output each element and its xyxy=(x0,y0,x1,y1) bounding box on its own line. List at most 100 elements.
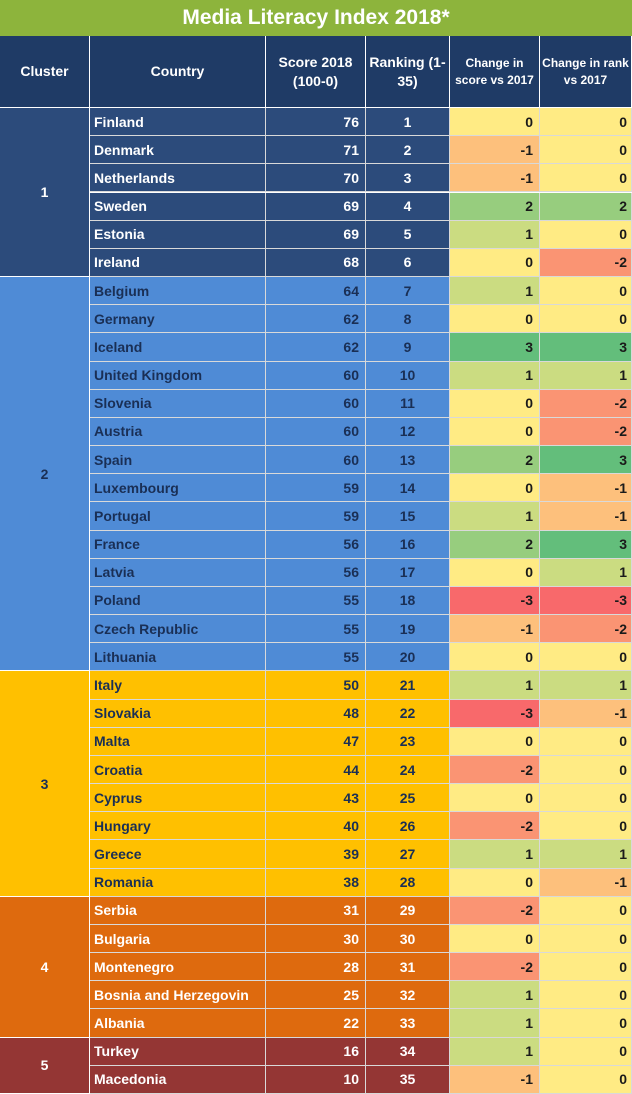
ranking-cell: 35 xyxy=(366,1065,450,1094)
rank-change-cell: 0 xyxy=(540,1037,632,1066)
score-change-cell: -1 xyxy=(450,164,540,193)
ranking-cell: 17 xyxy=(366,558,450,587)
ranking-cell: 27 xyxy=(366,840,450,869)
country-cell: Slovenia xyxy=(90,389,266,418)
score-change-cell: 1 xyxy=(450,1009,540,1038)
score-cell: 56 xyxy=(266,558,366,587)
rank-change-cell: 1 xyxy=(540,361,632,390)
ranking-cell: 1 xyxy=(366,108,450,137)
score-cell: 64 xyxy=(266,277,366,306)
ranking-cell: 30 xyxy=(366,924,450,954)
rank-change-cell: -1 xyxy=(540,699,632,728)
country-cell: Latvia xyxy=(90,558,266,587)
country-cell: Estonia xyxy=(90,220,266,249)
country-cell: Spain xyxy=(90,446,266,475)
ranking-cell: 25 xyxy=(366,784,450,813)
score-change-cell: 0 xyxy=(450,389,540,418)
country-cell: Portugal xyxy=(90,502,266,531)
score-change-cell: 0 xyxy=(450,558,540,587)
country-cell: Austria xyxy=(90,417,266,447)
score-change-cell: 2 xyxy=(450,192,540,221)
score-cell: 55 xyxy=(266,643,366,672)
country-cell: Luxembourg xyxy=(90,474,266,503)
score-cell: 48 xyxy=(266,699,366,728)
score-change-cell: 1 xyxy=(450,220,540,249)
rank-change-cell: 3 xyxy=(540,333,632,362)
country-cell: Denmark xyxy=(90,136,266,165)
ranking-cell: 3 xyxy=(366,164,450,193)
country-cell: Macedonia xyxy=(90,1065,266,1094)
rank-change-cell: 0 xyxy=(540,755,632,785)
score-cell: 31 xyxy=(266,896,366,925)
score-change-cell: -3 xyxy=(450,699,540,728)
country-cell: Turkey xyxy=(90,1037,266,1066)
ranking-cell: 29 xyxy=(366,896,450,925)
ranking-cell: 12 xyxy=(366,417,450,447)
country-cell: Bulgaria xyxy=(90,924,266,954)
score-cell: 39 xyxy=(266,840,366,869)
score-cell: 55 xyxy=(266,615,366,644)
ranking-cell: 18 xyxy=(366,586,450,616)
rank-change-cell: 1 xyxy=(540,840,632,869)
score-cell: 47 xyxy=(266,727,366,756)
score-change-cell: -1 xyxy=(450,136,540,165)
score-change-cell: 2 xyxy=(450,530,540,559)
country-cell: Montenegro xyxy=(90,953,266,982)
ranking-cell: 4 xyxy=(366,192,450,221)
country-cell: United Kingdom xyxy=(90,361,266,390)
country-cell: Germany xyxy=(90,305,266,334)
score-cell: 76 xyxy=(266,108,366,137)
rank-change-cell: 1 xyxy=(540,558,632,587)
ranking-cell: 21 xyxy=(366,671,450,700)
score-cell: 40 xyxy=(266,812,366,841)
country-cell: Finland xyxy=(90,108,266,137)
score-change-cell: -1 xyxy=(450,1065,540,1094)
ranking-cell: 13 xyxy=(366,446,450,475)
ranking-cell: 34 xyxy=(366,1037,450,1066)
header-cell: Country xyxy=(90,36,266,108)
ranking-cell: 5 xyxy=(366,220,450,249)
rank-change-cell: 0 xyxy=(540,305,632,334)
score-change-cell: 2 xyxy=(450,446,540,475)
rank-change-cell: 2 xyxy=(540,192,632,221)
ranking-cell: 11 xyxy=(366,389,450,418)
rank-change-cell: 0 xyxy=(540,108,632,137)
ranking-cell: 15 xyxy=(366,502,450,531)
score-cell: 16 xyxy=(266,1037,366,1066)
score-change-cell: 0 xyxy=(450,784,540,813)
country-cell: Sweden xyxy=(90,192,266,221)
ranking-cell: 7 xyxy=(366,277,450,306)
score-change-cell: 0 xyxy=(450,417,540,447)
score-change-cell: 0 xyxy=(450,108,540,137)
country-cell: Iceland xyxy=(90,333,266,362)
cluster-cell: 4 xyxy=(0,896,90,1038)
score-change-cell: 1 xyxy=(450,840,540,869)
score-change-cell: 0 xyxy=(450,643,540,672)
score-change-cell: 0 xyxy=(450,924,540,954)
ranking-cell: 33 xyxy=(366,1009,450,1038)
score-change-cell: -2 xyxy=(450,755,540,785)
country-cell: Czech Republic xyxy=(90,615,266,644)
score-cell: 59 xyxy=(266,474,366,503)
ranking-cell: 2 xyxy=(366,136,450,165)
cluster-cell: 1 xyxy=(0,108,90,278)
rank-change-cell: -2 xyxy=(540,417,632,447)
country-cell: Greece xyxy=(90,840,266,869)
score-change-cell: 0 xyxy=(450,727,540,756)
ranking-cell: 28 xyxy=(366,868,450,897)
rank-change-cell: 0 xyxy=(540,812,632,841)
country-cell: France xyxy=(90,530,266,559)
rank-change-cell: 0 xyxy=(540,896,632,925)
ranking-cell: 22 xyxy=(366,699,450,728)
rank-change-cell: -1 xyxy=(540,502,632,531)
ranking-cell: 20 xyxy=(366,643,450,672)
country-cell: Croatia xyxy=(90,755,266,785)
country-cell: Ireland xyxy=(90,248,266,277)
score-change-cell: 0 xyxy=(450,248,540,277)
rank-change-cell: 0 xyxy=(540,643,632,672)
ranking-cell: 24 xyxy=(366,755,450,785)
rank-change-cell: -2 xyxy=(540,389,632,418)
rank-change-cell: 0 xyxy=(540,784,632,813)
header-cell: Ranking (1-35) xyxy=(366,36,450,108)
